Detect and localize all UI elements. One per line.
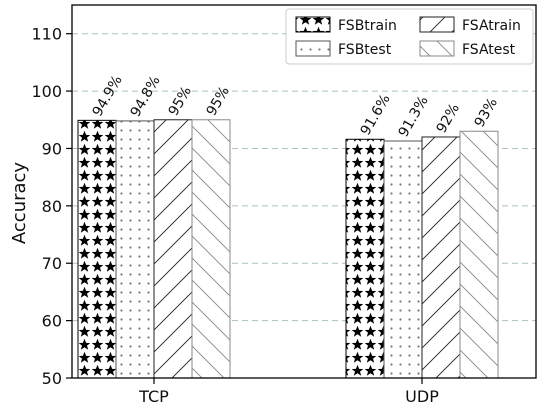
data-label: 95%: [166, 84, 195, 119]
bar-fsatrain-tcp: [153, 119, 193, 379]
bar-fsatrain-udp: [421, 136, 461, 379]
data-label: 95%: [204, 84, 233, 119]
bar-fsbtest-tcp: [115, 120, 155, 379]
x-tick-label: UDP: [405, 387, 439, 406]
data-label: 94.8%: [128, 73, 164, 120]
y-tick-label: 90: [42, 139, 62, 158]
legend-swatch: [419, 16, 455, 33]
y-tick-label: 80: [42, 197, 62, 216]
axes: [71, 4, 537, 379]
x-axis-ticks: TCP UDP: [138, 378, 439, 406]
legend-label: FSBtest: [338, 42, 392, 58]
legend-label: FSAtrain: [462, 18, 521, 34]
y-tick-label: 50: [42, 369, 62, 388]
legend-swatch: [419, 40, 455, 57]
y-axis-label: Accuracy: [9, 162, 30, 245]
legend-swatch: [295, 40, 331, 57]
bar-fsbtrain-tcp: [77, 119, 117, 379]
y-axis-ticks: 50 60 70 80 90 100 110: [31, 25, 72, 388]
legend: FSBtrain FSBtest FSAtrain FSAtest: [285, 8, 534, 65]
legend-label: FSBtrain: [338, 18, 397, 34]
x-tick-label: TCP: [138, 387, 169, 406]
data-label: 91.3%: [396, 93, 432, 140]
bar-fsatest-udp: [459, 130, 499, 379]
y-tick-label: 60: [42, 312, 62, 331]
data-label: 91.6%: [358, 92, 394, 139]
bars: [77, 119, 499, 379]
legend-label: FSAtest: [462, 42, 516, 58]
data-label: 94.9%: [90, 73, 126, 120]
y-tick-label: 100: [31, 82, 62, 101]
legend-swatch: [295, 16, 331, 33]
bar-fsbtrain-udp: [345, 138, 385, 379]
y-tick-label: 70: [42, 254, 62, 273]
data-label: 92%: [434, 101, 463, 136]
legend-frame: [285, 8, 534, 65]
plot-frame: [71, 4, 537, 379]
data-label: 93%: [472, 95, 501, 130]
y-tick-label: 110: [31, 25, 62, 44]
bar-fsbtest-udp: [383, 140, 423, 379]
bar-fsatest-tcp: [191, 119, 231, 379]
